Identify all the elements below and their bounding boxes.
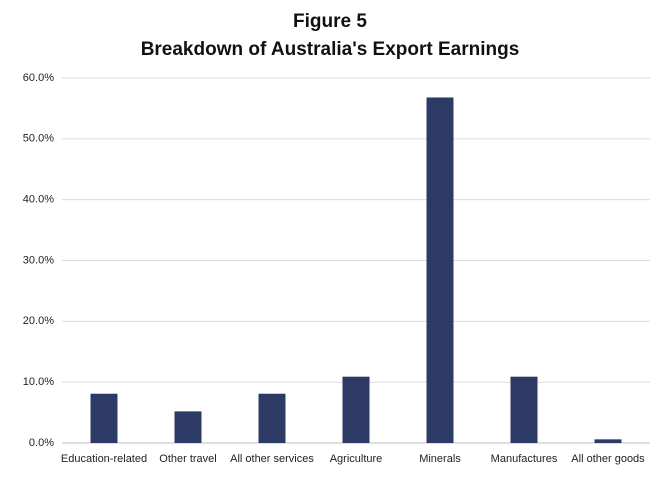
bar [90, 393, 118, 443]
bar [342, 376, 370, 443]
x-tick-label: All other goods [571, 453, 645, 465]
y-tick-label: 60.0% [23, 72, 54, 84]
bar [426, 97, 454, 443]
y-tick-label: 20.0% [23, 315, 54, 327]
bar [594, 439, 622, 443]
x-tick-label: Manufactures [491, 453, 558, 465]
y-tick-label: 40.0% [23, 194, 54, 206]
bar [510, 376, 538, 443]
x-tick-label: Agriculture [330, 453, 383, 465]
x-tick-label: Education-related [61, 453, 147, 465]
x-tick-label: Other travel [159, 453, 216, 465]
y-tick-label: 10.0% [23, 376, 54, 388]
bar [174, 411, 202, 443]
chart-subtitle: Breakdown of Australia's Export Earnings [141, 39, 520, 60]
y-tick-label: 50.0% [23, 133, 54, 145]
chart-title: Figure 5 [293, 11, 367, 32]
y-tick-label: 30.0% [23, 254, 54, 266]
bar [258, 393, 286, 443]
x-tick-label: Minerals [419, 453, 461, 465]
y-tick-label: 0.0% [29, 437, 54, 449]
x-tick-label: All other services [230, 453, 314, 465]
